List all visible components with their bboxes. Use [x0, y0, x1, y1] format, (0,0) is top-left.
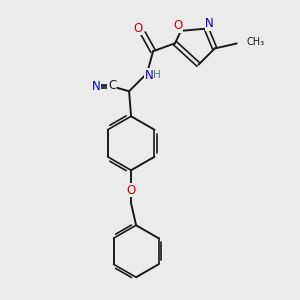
Text: N: N: [205, 17, 214, 30]
Text: H: H: [153, 70, 161, 80]
Text: O: O: [173, 20, 182, 32]
Text: CH₃: CH₃: [247, 38, 265, 47]
Text: C: C: [108, 79, 116, 92]
Text: N: N: [145, 69, 154, 82]
Text: N: N: [92, 80, 100, 93]
Text: O: O: [134, 22, 143, 35]
Text: O: O: [127, 184, 136, 197]
